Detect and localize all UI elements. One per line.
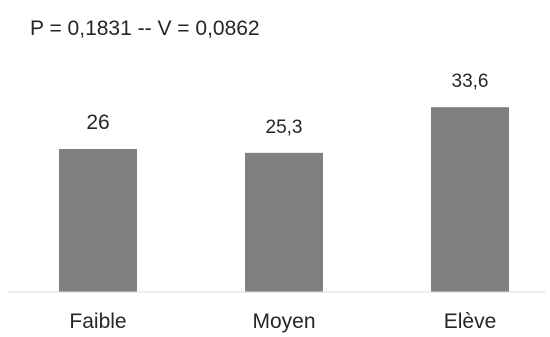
bar-elève [431,107,509,292]
chart-title: P = 0,1831 -- V = 0,0862 [30,17,260,40]
bar-faible [59,149,137,292]
tick-label-moyen: Moyen [252,310,315,333]
data-label-moyen: 25,3 [266,117,303,138]
data-label-elève: 33,6 [452,71,489,92]
tick-label-elève: Elève [444,310,497,333]
data-label-faible: 26 [86,111,109,134]
tick-label-faible: Faible [69,310,126,333]
bar-moyen [245,152,323,292]
